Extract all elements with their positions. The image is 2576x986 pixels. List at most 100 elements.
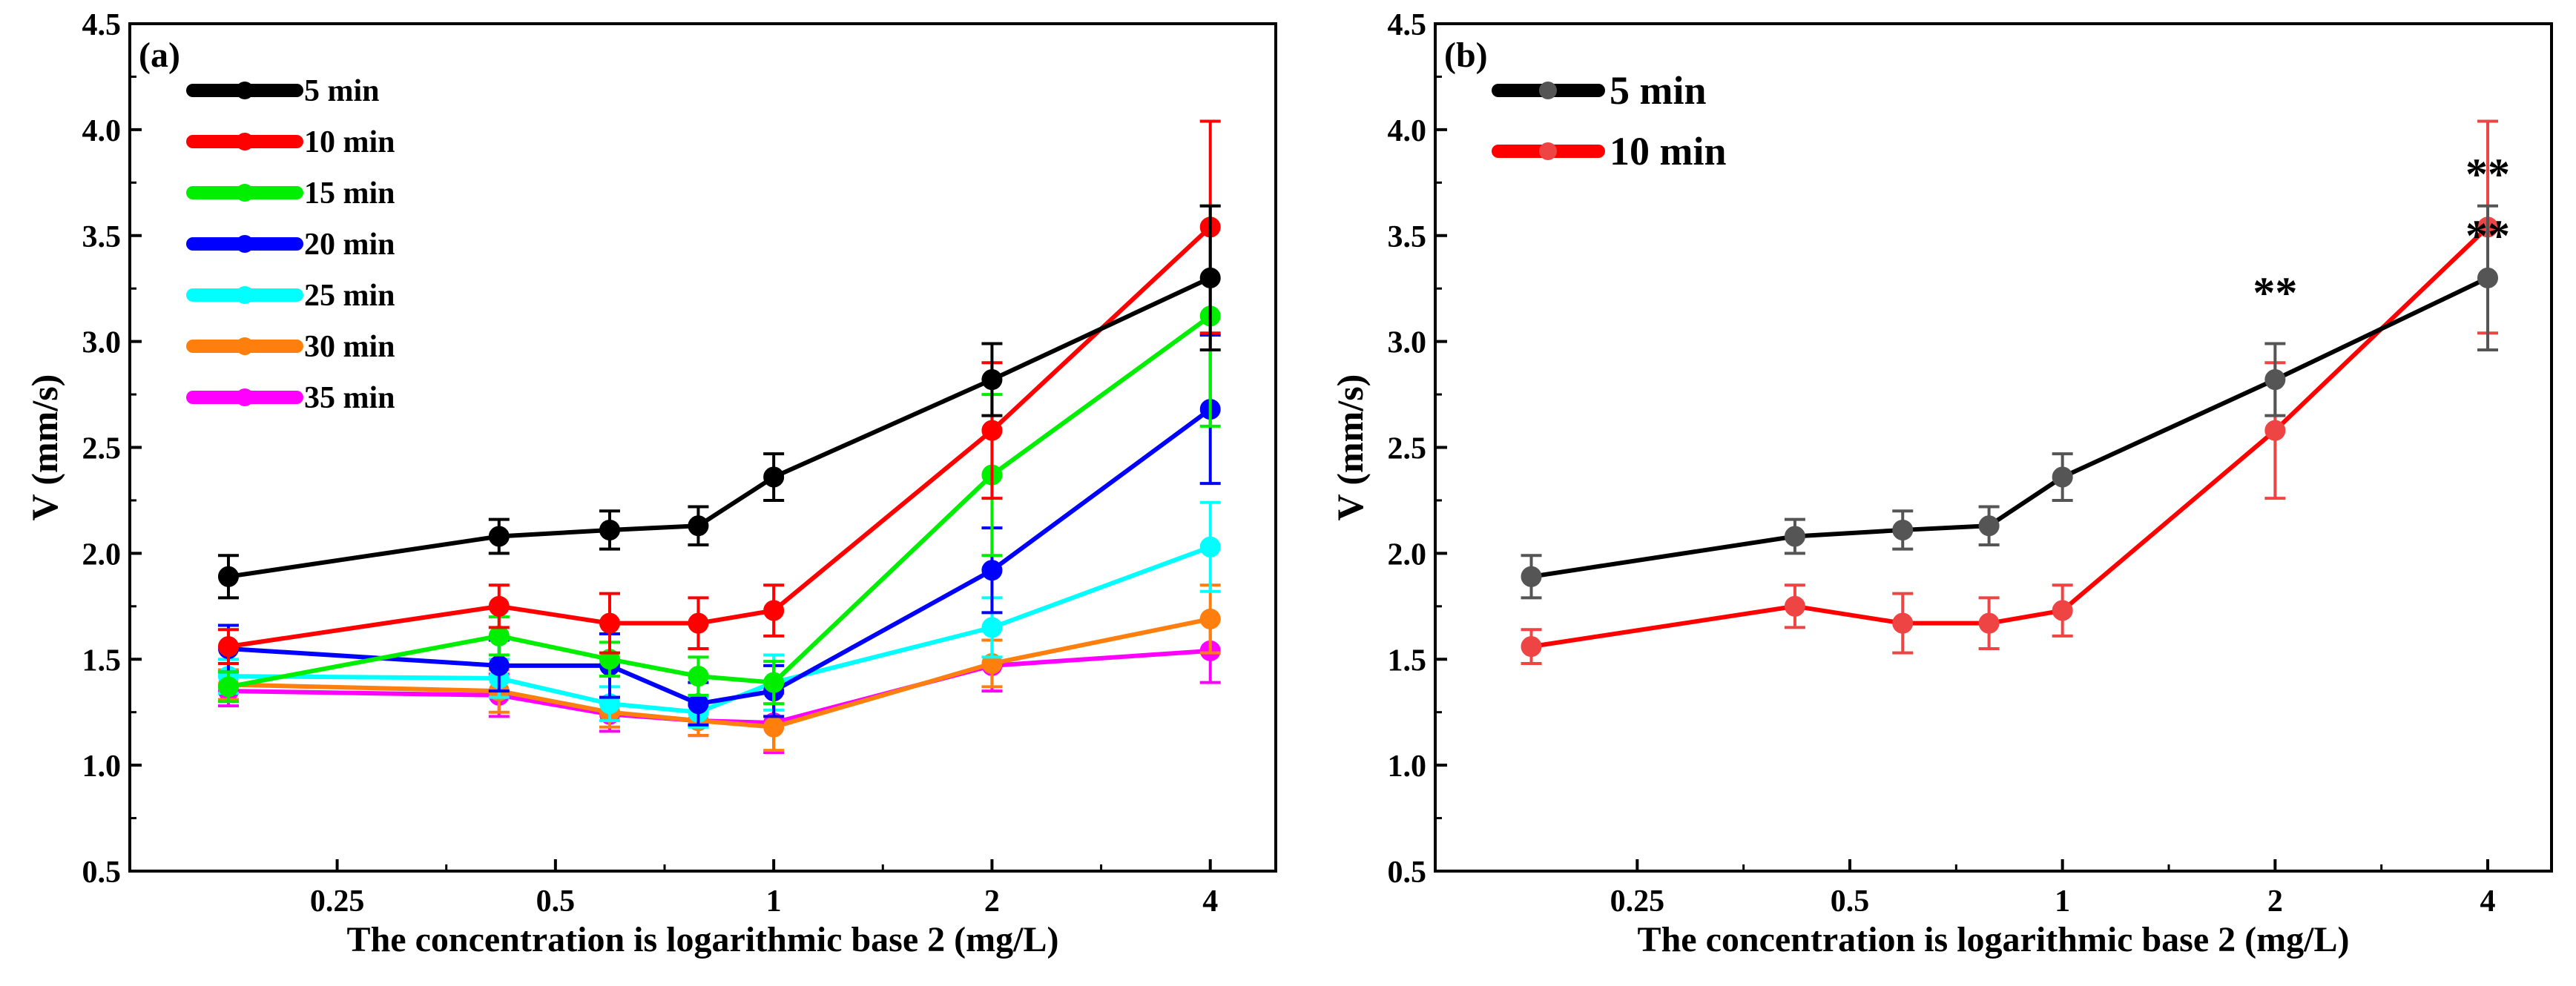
legend-marker	[1539, 82, 1557, 99]
x-axis-label: The concentration is logarithmic base 2 …	[1638, 920, 2350, 959]
data-point	[217, 676, 239, 698]
data-point	[1892, 612, 1914, 634]
data-point	[2264, 420, 2286, 441]
data-point	[981, 560, 1003, 581]
series-line	[1531, 276, 2489, 579]
data-point	[981, 617, 1003, 638]
y-tick-label: 2.5	[1388, 432, 1427, 466]
data-point	[217, 636, 239, 658]
y-tick-label: 1.5	[1388, 643, 1427, 678]
legend: 5 min 10 min	[1492, 68, 1727, 173]
legend-label: 10 min	[1610, 129, 1727, 173]
legend-label: 35 min	[304, 381, 395, 415]
x-tick-label: 1	[766, 884, 782, 919]
significance-annotation: **	[2465, 150, 2510, 199]
y-axis-label: V (mm/s)	[1329, 374, 1371, 521]
data-point	[1784, 595, 1805, 617]
y-tick-label: 3.0	[82, 326, 122, 360]
y-tick-label: 4.0	[1388, 114, 1427, 148]
data-point	[2052, 466, 2073, 488]
data-point	[981, 420, 1003, 441]
legend-label: 30 min	[304, 330, 395, 364]
y-tick-label: 1.5	[82, 643, 122, 678]
data-point	[1892, 519, 1914, 540]
y-tick-label: 4.0	[82, 114, 122, 148]
x-tick-label: 0.25	[310, 884, 365, 919]
legend-marker	[236, 235, 254, 253]
y-tick-label: 3.5	[1388, 220, 1427, 254]
panel-label: (a)	[139, 36, 180, 75]
data-point	[217, 566, 239, 587]
data-point	[763, 600, 785, 621]
data-point	[2052, 600, 2073, 621]
legend-label: 15 min	[304, 176, 395, 211]
data-point	[2264, 369, 2286, 391]
x-tick-label: 4	[2480, 884, 2496, 919]
data-point	[688, 666, 709, 687]
data-point	[1199, 608, 1221, 629]
series-5-min	[217, 204, 1221, 600]
series-30-min	[217, 583, 1221, 752]
data-point	[763, 716, 785, 738]
legend-marker	[236, 337, 254, 355]
legend-label: 20 min	[304, 228, 395, 262]
significance-annotation: **	[2465, 211, 2510, 260]
series-line	[228, 276, 1211, 579]
data-point	[688, 693, 709, 715]
series-10-min	[217, 119, 1221, 665]
data-point	[763, 466, 785, 488]
x-tick-label: 2	[2267, 884, 2283, 919]
data-point	[488, 526, 510, 547]
x-tick-label: 0.25	[1610, 884, 1665, 919]
series-line	[228, 617, 1211, 729]
series-15-min	[217, 204, 1221, 706]
data-point	[1784, 526, 1805, 547]
data-point	[1521, 636, 1542, 658]
data-point	[763, 672, 785, 693]
legend-marker	[1539, 142, 1557, 160]
legend-label: 5 min	[304, 74, 380, 108]
x-tick-label: 0.5	[536, 884, 576, 919]
legend-label: 10 min	[304, 125, 395, 159]
y-tick-label: 2.5	[82, 432, 122, 466]
data-point	[688, 612, 709, 634]
x-tick-label: 4	[1202, 884, 1218, 919]
plot-frame	[128, 22, 1277, 873]
legend: 5 min 10 min 15 min 20 min 25 min 30 min 35 mi…	[186, 74, 395, 415]
y-tick-label: 4.5	[1388, 8, 1427, 42]
y-tick-label: 0.5	[82, 856, 122, 890]
y-tick-label: 2.0	[82, 537, 122, 572]
panel-a: 0.5 1.0 1.5 2.0 2.5 3.0 3.5 4.0 4.5 0.25 0.5 1 2 4 The…	[24, 8, 1277, 959]
x-tick-label: 2	[984, 884, 1000, 919]
y-axis-label: V (mm/s)	[24, 374, 65, 521]
legend-label: 25 min	[304, 279, 395, 313]
x-tick-label: 0.5	[1831, 884, 1870, 919]
data-point	[488, 655, 510, 676]
x-tick-label: 1	[2055, 884, 2070, 919]
data-point	[1199, 536, 1221, 557]
legend-marker	[236, 388, 254, 406]
significance-annotation: **	[2253, 268, 2297, 317]
panel-b: 0.5 1.0 1.5 2.0 2.5 3.0 3.5 4.0 4.5 0.25 0.5 1 2 4 The…	[1329, 8, 2553, 959]
y-tick-label: 0.5	[1388, 856, 1427, 890]
data-point	[1521, 566, 1542, 587]
data-point	[2477, 267, 2498, 288]
data-point	[599, 612, 620, 634]
data-point	[599, 519, 620, 540]
data-point	[1199, 267, 1221, 288]
legend-marker	[236, 286, 254, 304]
data-point	[488, 625, 510, 646]
x-axis-label: The concentration is logarithmic base 2 …	[347, 920, 1059, 959]
series-line	[228, 314, 1212, 689]
data-point	[1978, 612, 2000, 634]
panel-label: (b)	[1444, 36, 1488, 75]
y-tick-label: 1.0	[82, 750, 122, 784]
series-line	[1531, 225, 2490, 649]
series-35-min	[217, 617, 1221, 754]
series-10-min	[1521, 119, 2498, 665]
data-point	[981, 369, 1003, 391]
y-tick-label: 4.5	[82, 8, 122, 42]
data-point	[488, 595, 510, 617]
